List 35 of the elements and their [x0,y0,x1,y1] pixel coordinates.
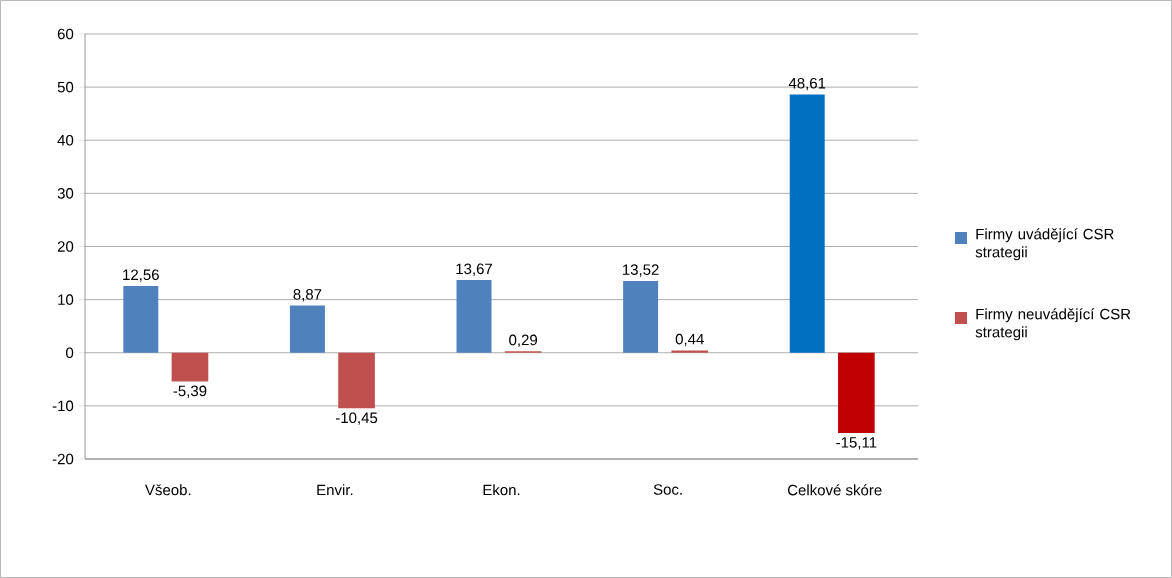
y-tick-label: 60 [57,28,74,40]
data-label: 13,52 [622,264,659,277]
x-tick-label: Soc. [653,484,682,495]
data-label: 13,67 [456,263,493,276]
y-tick-label: 30 [57,188,74,199]
data-label: 8,87 [293,289,322,302]
y-tick-label: 0 [66,347,74,359]
bar [123,286,159,353]
data-label: 0,29 [509,334,538,347]
legend-label: Firmy uvádějící CSR strategii [975,228,1114,261]
y-tick-label: -10 [52,400,74,412]
data-label: 48,61 [788,77,826,91]
bar [671,350,709,353]
x-tick-label: Celkové skóre [787,484,882,496]
bar [623,280,659,353]
data-label: -15,11 [836,437,877,450]
bar [838,352,875,434]
x-tick-label: Všeob. [145,484,191,496]
y-tick-label: 20 [57,241,74,252]
data-label: -5,39 [173,385,207,398]
bar [789,94,825,353]
data-label: 0,44 [675,333,704,347]
bar [171,352,209,382]
y-tick-label: -20 [52,453,74,465]
legend-label: Firmy neuvádějící CSR strategii [975,308,1131,341]
x-tick-label: Ekon. [483,484,520,496]
data-label: 12,56 [123,269,159,282]
y-tick-label: 40 [57,134,74,146]
y-tick-label: 10 [58,294,74,305]
bar [338,352,375,409]
bar [289,305,325,353]
bar [456,280,492,353]
data-label: -10,45 [335,412,378,425]
x-tick-label: Envir. [317,484,353,496]
y-tick-label: 50 [57,81,74,93]
